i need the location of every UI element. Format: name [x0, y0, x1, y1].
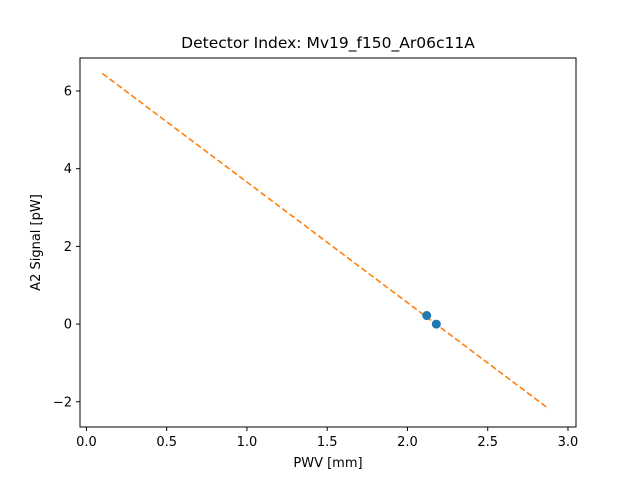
y-tick-label: 6 — [64, 85, 72, 100]
y-axis-label: A2 Signal [pW] — [29, 194, 44, 291]
x-tick-label: 1.0 — [237, 435, 258, 450]
x-tick-label: 1.5 — [317, 435, 338, 450]
y-tick-label: −2 — [53, 395, 72, 410]
fit-line — [101, 72, 550, 410]
x-tick-label: 0.5 — [156, 435, 177, 450]
y-tick-label: 0 — [64, 318, 72, 333]
data-point — [431, 319, 441, 329]
x-tick-label: 3.0 — [558, 435, 579, 450]
x-tick-label: 2.5 — [477, 435, 498, 450]
x-tick-label: 2.0 — [397, 435, 418, 450]
x-axis-label: PWV [mm] — [293, 456, 362, 471]
plot-frame — [79, 57, 577, 428]
x-tick-label: 0.0 — [76, 435, 97, 450]
chart-title: Detector Index: Mv19_f150_Ar06c11A — [181, 34, 475, 53]
data-point — [422, 311, 432, 321]
y-tick-label: 2 — [64, 240, 72, 255]
y-tick-label: 4 — [64, 162, 72, 177]
